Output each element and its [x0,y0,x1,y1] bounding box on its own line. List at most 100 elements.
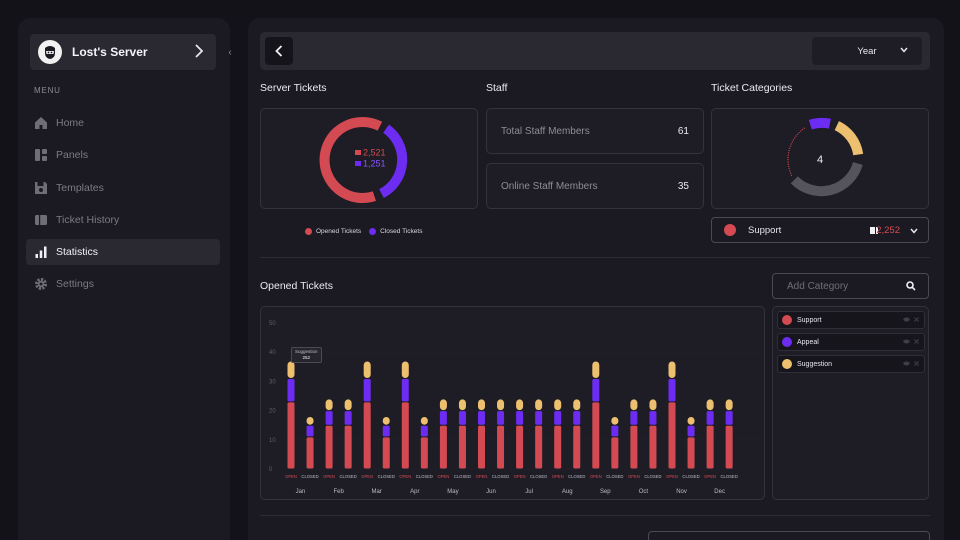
top-bar: Year [260,32,930,70]
category-list-card: Support Appeal Suggestion [772,306,929,500]
sidebar-item-label: Panels [56,149,89,162]
sidebar-item-settings[interactable]: Settings [26,271,220,297]
eye-icon[interactable] [903,361,910,366]
bar-appeal [725,411,733,425]
total-staff-card: Total Staff Members 61 [486,108,704,154]
opened-legend-dot [305,228,312,235]
bar-suggestion [497,399,505,411]
section-divider [260,515,930,516]
history-icon [35,214,47,225]
category-list-item[interactable]: Appeal [777,333,925,351]
x-tick-label: Oct [639,489,649,495]
closed-tickets-value: 1,251 [363,159,386,169]
bar-sub-label: CLOSED [454,474,471,479]
bar-support [554,425,562,469]
bar-sub-label: OPEN [437,474,449,479]
bar-suggestion [649,399,657,411]
add-category-input[interactable]: Add Category [772,273,929,299]
bar-support [668,402,676,469]
bar-suggestion [554,399,562,411]
sidebar-item-templates[interactable]: Templates [26,175,220,201]
online-staff-card: Online Staff Members 35 [486,163,704,209]
collapse-sidebar-icon[interactable]: ‹ [228,46,232,58]
bottom-select[interactable] [648,531,930,540]
y-tick-label: 10 [269,438,276,444]
category-select[interactable]: Support 2,252 [711,217,929,243]
panels-icon [35,149,47,162]
suggestion-color-dot [782,359,792,369]
bar-support [573,425,581,469]
bar-appeal [439,411,447,425]
bar-appeal [458,411,466,425]
main-panel: Year Server Tickets 2,521 1,251 Opened T… [248,18,944,540]
close-icon[interactable] [914,317,919,322]
bar-suggestion [478,399,485,411]
appeal-color-dot [782,337,792,347]
home-icon [35,117,47,129]
bar-support [687,437,695,469]
sidebar-item-statistics[interactable]: Statistics [26,239,220,266]
bar-support [497,425,505,469]
bar-sub-label: OPEN [361,474,373,479]
chart-tooltip: Suggestion 252 [291,347,322,363]
sidebar-item-ticket-history[interactable]: Ticket History [26,207,220,233]
bar-support [630,425,638,469]
category-actions [903,361,919,366]
bar-sub-label: OPEN [323,474,335,479]
x-tick-label: Mar [372,489,382,495]
sidebar-item-home[interactable]: Home [26,110,220,136]
bar-suggestion [306,416,314,425]
bar-support [535,425,543,469]
gray-category-arc [790,161,863,197]
ticket-categories-donut: 4 [787,117,864,197]
back-button[interactable] [265,37,293,65]
bar-appeal [611,425,619,437]
bar-support [478,425,485,469]
ticket-categories-card: 4 [711,108,929,209]
close-icon[interactable] [914,339,919,344]
category-select-label: Support [748,224,782,236]
x-tick-label: Jun [486,489,496,495]
y-tick-label: 20 [269,409,276,415]
bar-appeal [573,411,581,425]
chevron-left-icon [275,45,283,57]
bar-sub-label: CLOSED [568,474,585,479]
server-selector[interactable]: Lost's Server [30,34,216,70]
bar-sub-label: CLOSED [378,474,395,479]
bar-appeal [287,378,295,402]
bar-suggestion [706,399,714,411]
bar-support [382,437,390,469]
x-tick-label: Jul [525,489,533,495]
category-actions [903,317,919,322]
category-select-value: 2,252 [876,224,900,236]
bar-support [306,437,314,469]
bar-appeal [649,411,657,425]
year-select[interactable]: Year [812,37,922,65]
statistics-icon [35,246,47,259]
bar-appeal [497,411,505,425]
eye-icon[interactable] [903,339,910,344]
bar-suggestion [630,399,638,411]
bar-sub-label: CLOSED [644,474,661,479]
y-tick-label: 30 [269,379,276,385]
sidebar-item-label: Settings [56,278,94,291]
bar-support [516,425,524,469]
sidebar-item-panels[interactable]: Panels [26,142,220,168]
bar-support [611,437,619,469]
category-list-item[interactable]: Support [777,311,925,329]
ninja-mask-icon [45,46,55,59]
bar-sub-label: OPEN [514,474,526,479]
support-color-dot [782,315,792,325]
categories-count: 4 [817,154,823,166]
bar-sub-label: OPEN [628,474,640,479]
y-tick-label: 0 [269,467,273,473]
bar-suggestion [458,399,466,411]
opened-ticket-icon [355,150,361,155]
bar-suggestion [382,416,390,425]
eye-icon[interactable] [903,317,910,322]
search-icon[interactable] [906,281,916,291]
sidebar-item-label: Ticket History [56,213,120,226]
y-tick-label: 40 [269,350,276,356]
close-icon[interactable] [914,361,919,366]
category-list-item[interactable]: Suggestion [777,355,925,373]
